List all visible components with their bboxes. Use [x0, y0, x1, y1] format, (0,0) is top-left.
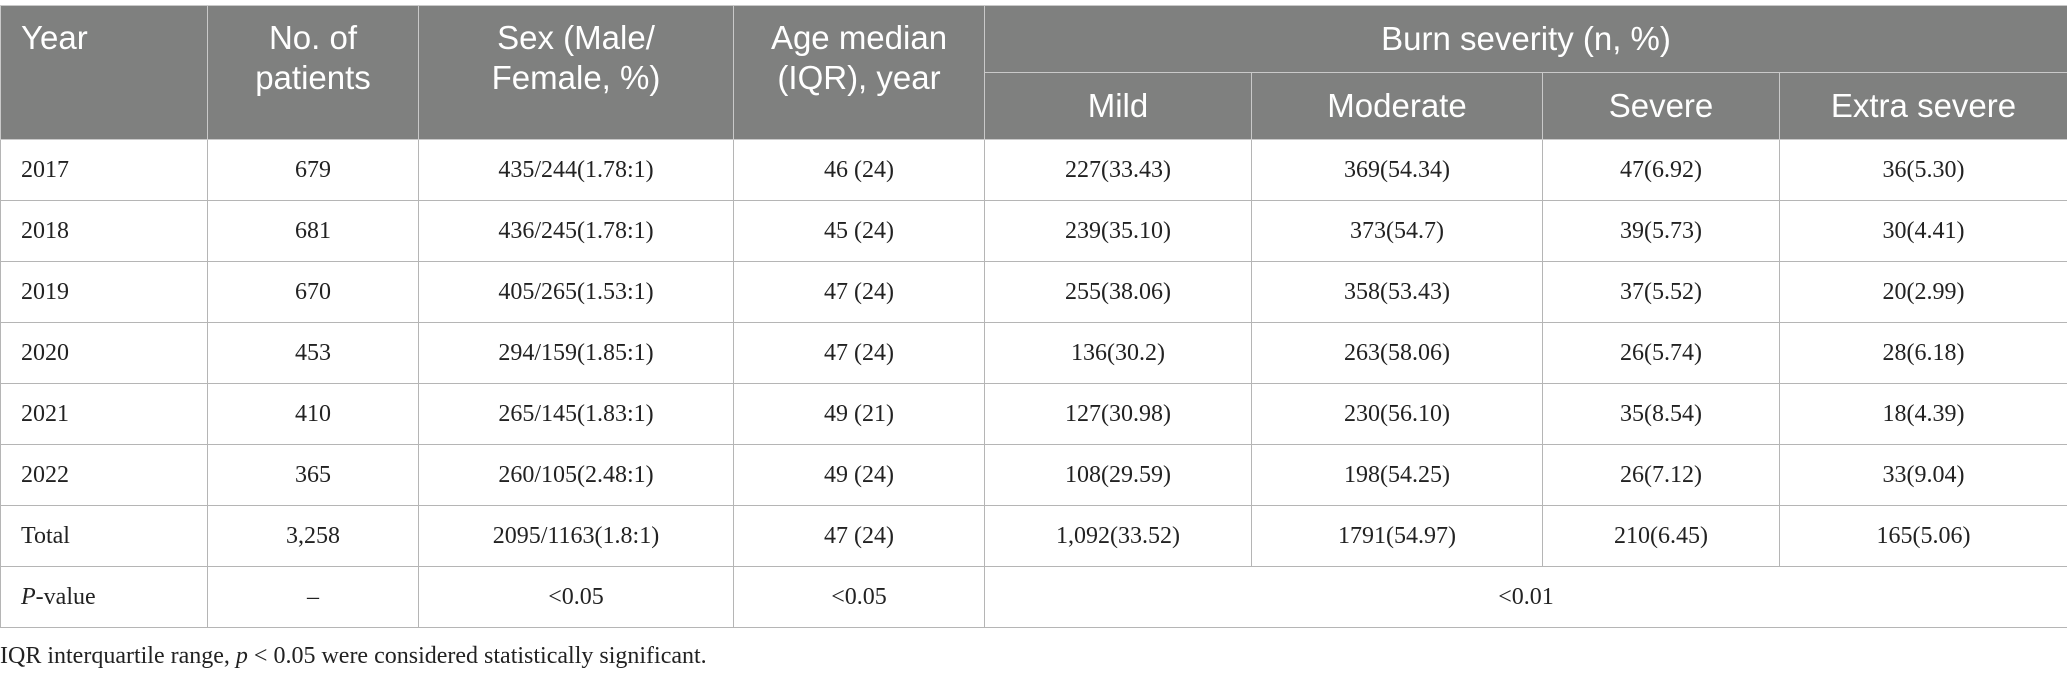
- table-row-pvalue: P-value – <0.05 <0.05 <0.01: [0, 566, 2067, 628]
- cell-year: 2020: [0, 322, 208, 384]
- cell-mild: 136(30.2): [984, 322, 1252, 384]
- cell-moderate: 198(54.25): [1251, 444, 1543, 506]
- cell-year: Total: [0, 505, 208, 567]
- cell-severe: 26(7.12): [1542, 444, 1780, 506]
- cell-patients: 410: [207, 383, 419, 445]
- cell-patients: 681: [207, 200, 419, 262]
- table-row: 2021 410 265/145(1.83:1) 49 (21) 127(30.…: [0, 383, 2067, 445]
- cell-severe: 26(5.74): [1542, 322, 1780, 384]
- cell-sex: 265/145(1.83:1): [418, 383, 734, 445]
- cell-patients: 670: [207, 261, 419, 323]
- cell-sex: 2095/1163(1.8:1): [418, 505, 734, 567]
- cell-patients: 3,258: [207, 505, 419, 567]
- cell-age: 45 (24): [733, 200, 985, 262]
- cell-pvalue-label: P-value: [0, 566, 208, 628]
- footnote-prefix: IQR interquartile range,: [0, 643, 236, 669]
- cell-patients: 679: [207, 139, 419, 201]
- cell-mild: 1,092(33.52): [984, 505, 1252, 567]
- cell-age: 47 (24): [733, 261, 985, 323]
- cell-sex: 435/244(1.78:1): [418, 139, 734, 201]
- cell-year: 2017: [0, 139, 208, 201]
- table-row: 2022 365 260/105(2.48:1) 49 (24) 108(29.…: [0, 444, 2067, 506]
- cell-extra-severe: 36(5.30): [1779, 139, 2067, 201]
- cell-pvalue-patients: –: [207, 566, 419, 628]
- cell-sex: 260/105(2.48:1): [418, 444, 734, 506]
- cell-year: 2022: [0, 444, 208, 506]
- burn-severity-table: Year No. of patients Sex (Male/ Female, …: [0, 5, 2067, 628]
- table-row: 2018 681 436/245(1.78:1) 45 (24) 239(35.…: [0, 200, 2067, 262]
- cell-moderate: 230(56.10): [1251, 383, 1543, 445]
- cell-year: 2019: [0, 261, 208, 323]
- p-suffix: -value: [35, 583, 96, 610]
- cell-moderate: 358(53.43): [1251, 261, 1543, 323]
- footnote-p: p: [235, 643, 248, 669]
- table-row-total: Total 3,258 2095/1163(1.8:1) 47 (24) 1,0…: [0, 505, 2067, 567]
- cell-extra-severe: 33(9.04): [1779, 444, 2067, 506]
- header-mild: Mild: [984, 72, 1252, 140]
- cell-age: 47 (24): [733, 322, 985, 384]
- header-patients-label: No. of patients: [255, 19, 371, 96]
- cell-pvalue-sex: <0.05: [418, 566, 734, 628]
- cell-mild: 239(35.10): [984, 200, 1252, 262]
- cell-age: 47 (24): [733, 505, 985, 567]
- cell-severe: 210(6.45): [1542, 505, 1780, 567]
- cell-mild: 108(29.59): [984, 444, 1252, 506]
- header-sex: Sex (Male/ Female, %): [418, 5, 734, 140]
- cell-age: 49 (24): [733, 444, 985, 506]
- table-row: 2020 453 294/159(1.85:1) 47 (24) 136(30.…: [0, 322, 2067, 384]
- cell-moderate: 263(58.06): [1251, 322, 1543, 384]
- cell-severe: 47(6.92): [1542, 139, 1780, 201]
- table-row: 2019 670 405/265(1.53:1) 47 (24) 255(38.…: [0, 261, 2067, 323]
- footnote-suffix: < 0.05 were considered statistically sig…: [247, 643, 707, 669]
- p-italic: P: [21, 583, 36, 610]
- cell-pvalue-severity: <0.01: [984, 566, 2067, 628]
- cell-extra-severe: 30(4.41): [1779, 200, 2067, 262]
- cell-sex: 405/265(1.53:1): [418, 261, 734, 323]
- cell-mild: 255(38.06): [984, 261, 1252, 323]
- cell-severe: 37(5.52): [1542, 261, 1780, 323]
- cell-moderate: 373(54.7): [1251, 200, 1543, 262]
- header-year: Year: [0, 5, 208, 140]
- cell-extra-severe: 28(6.18): [1779, 322, 2067, 384]
- header-age: Age median (IQR), year: [733, 5, 985, 140]
- cell-extra-severe: 20(2.99): [1779, 261, 2067, 323]
- header-extra-severe: Extra severe: [1779, 72, 2067, 140]
- header-moderate: Moderate: [1251, 72, 1543, 140]
- cell-year: 2021: [0, 383, 208, 445]
- table-row: 2017 679 435/244(1.78:1) 46 (24) 227(33.…: [0, 139, 2067, 201]
- header-sex-label: Sex (Male/ Female, %): [491, 19, 661, 96]
- cell-mild: 227(33.43): [984, 139, 1252, 201]
- cell-sex: 436/245(1.78:1): [418, 200, 734, 262]
- cell-moderate: 1791(54.97): [1251, 505, 1543, 567]
- cell-patients: 365: [207, 444, 419, 506]
- cell-moderate: 369(54.34): [1251, 139, 1543, 201]
- cell-age: 49 (21): [733, 383, 985, 445]
- table-footnote: IQR interquartile range, p < 0.05 were c…: [0, 643, 707, 670]
- header-burn-severity: Burn severity (n, %): [984, 5, 2067, 73]
- header-age-label: Age median (IQR), year: [770, 19, 948, 96]
- header-patients: No. of patients: [207, 5, 419, 140]
- cell-extra-severe: 165(5.06): [1779, 505, 2067, 567]
- cell-pvalue-age: <0.05: [733, 566, 985, 628]
- cell-sex: 294/159(1.85:1): [418, 322, 734, 384]
- header-severe: Severe: [1542, 72, 1780, 140]
- cell-mild: 127(30.98): [984, 383, 1252, 445]
- cell-severe: 39(5.73): [1542, 200, 1780, 262]
- cell-patients: 453: [207, 322, 419, 384]
- cell-year: 2018: [0, 200, 208, 262]
- cell-age: 46 (24): [733, 139, 985, 201]
- cell-severe: 35(8.54): [1542, 383, 1780, 445]
- cell-extra-severe: 18(4.39): [1779, 383, 2067, 445]
